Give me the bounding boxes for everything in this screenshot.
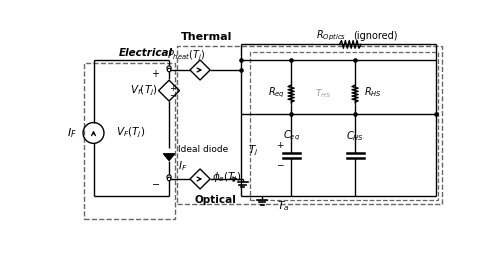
Text: $\phi_e(T_j)$: $\phi_e(T_j)$ [212,171,241,185]
Bar [84,63,175,219]
Text: $C_{HS}$: $C_{HS}$ [346,129,364,143]
Text: $+$: $+$ [151,68,160,79]
Text: $V_F(T_j)$: $V_F(T_j)$ [116,126,145,140]
Text: Optical: Optical [194,195,236,205]
Text: $R_{Optics}$: $R_{Optics}$ [316,29,346,43]
Text: $T_j$: $T_j$ [248,144,258,158]
Circle shape [168,68,171,72]
Text: $-$: $-$ [151,178,160,188]
Bar [250,52,438,200]
Text: $T_{HS}$: $T_{HS}$ [315,88,331,100]
Text: $-$: $-$ [169,89,177,98]
Text: $I_F$: $I_F$ [178,160,187,173]
Text: $+$: $+$ [276,140,284,150]
Text: $C_{eq}$: $C_{eq}$ [282,128,300,143]
Text: Electrical: Electrical [119,48,173,58]
Text: (ignored): (ignored) [353,31,398,41]
Text: $R_{eq}$: $R_{eq}$ [268,85,285,100]
Text: $V_f(T_j)$: $V_f(T_j)$ [130,83,158,98]
Circle shape [168,177,171,181]
Text: $-$: $-$ [276,159,284,168]
Polygon shape [164,155,174,160]
Circle shape [167,66,171,70]
Text: $P_{heat}(T_j)$: $P_{heat}(T_j)$ [167,48,205,63]
Circle shape [167,175,171,179]
Text: $I_F$: $I_F$ [68,126,77,140]
Text: $+$: $+$ [169,83,177,93]
Text: Thermal: Thermal [180,32,232,42]
Text: $R_{HS}$: $R_{HS}$ [364,86,382,99]
Text: $T_a$: $T_a$ [277,199,289,213]
Bar [177,46,442,204]
Text: Ideal diode: Ideal diode [178,145,228,154]
